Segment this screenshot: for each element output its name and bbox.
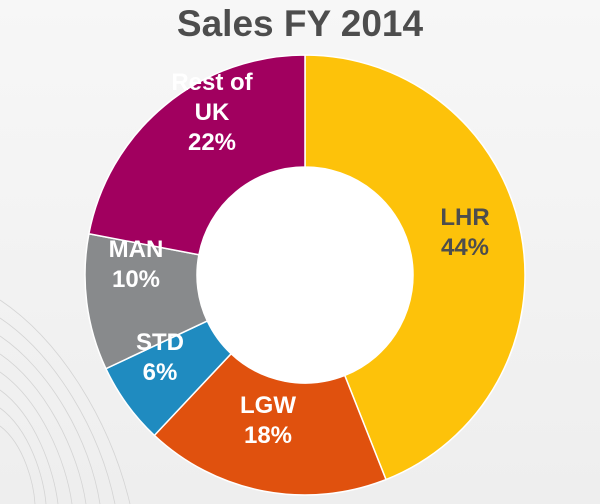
slice-label-lgw: LGW 18% <box>240 392 296 449</box>
slice-name-std: STD <box>136 329 184 356</box>
slice-label-man: MAN 10% <box>109 236 164 293</box>
slice-label-rest-of-uk: Rest of UK 22% <box>171 69 253 156</box>
slice-label-lhr: LHR 44% <box>440 204 489 261</box>
slice-value-man: 10% <box>112 266 160 293</box>
slice-labels: LHR 44% LGW 18% STD 6% MAN 10% Rest of UK 22% <box>109 69 490 449</box>
slice-label-std: STD 6% <box>136 329 184 386</box>
slice-value-std: 6% <box>143 359 178 386</box>
slice-name-rest-of-uk: Rest of <box>171 69 253 96</box>
chart-title: Sales FY 2014 <box>176 3 424 44</box>
donut-slices <box>84 54 526 496</box>
slice-name-lhr: LHR <box>440 204 489 231</box>
donut-hole <box>197 167 413 383</box>
slice-value-rest-of-uk: 22% <box>188 129 236 156</box>
slice-lgw <box>153 352 387 496</box>
slice-name-lgw: LGW <box>240 392 296 419</box>
slice-value-lgw: 18% <box>244 422 292 449</box>
slice-name-rest-of-uk: UK <box>195 99 230 126</box>
slice-value-lhr: 44% <box>441 234 489 261</box>
slice-name-man: MAN <box>109 236 164 263</box>
